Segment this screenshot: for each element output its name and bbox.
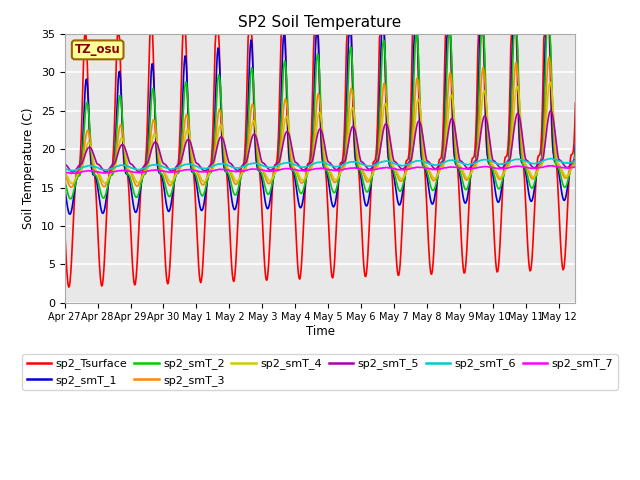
sp2_smT_4: [299, 178, 307, 183]
sp2_smT_5: [440, 157, 448, 163]
Line: sp2_smT_4: sp2_smT_4: [65, 82, 575, 184]
sp2_Tsurface: [134, 254, 141, 260]
sp2_smT_1: [133, 208, 141, 214]
sp2_Tsurface: [280, 31, 288, 37]
sp2_smT_7: [549, 163, 557, 168]
sp2_smT_1: [441, 118, 449, 124]
sp2_smT_3: [440, 153, 448, 159]
sp2_smT_4: [546, 79, 554, 85]
Title: SP2 Soil Temperature: SP2 Soil Temperature: [238, 15, 402, 30]
sp2_smT_7: [572, 164, 579, 169]
sp2_Tsurface: [61, 223, 68, 229]
sp2_smT_5: [547, 108, 554, 113]
sp2_smT_6: [299, 164, 307, 170]
sp2_smT_3: [68, 184, 76, 190]
sp2_smT_1: [280, 31, 288, 37]
sp2_smT_3: [63, 176, 70, 181]
sp2_smT_7: [61, 169, 68, 175]
sp2_smT_5: [133, 168, 141, 173]
sp2_smT_4: [572, 161, 579, 167]
sp2_smT_6: [63, 167, 70, 172]
sp2_Tsurface: [65, 284, 72, 290]
sp2_smT_2: [572, 148, 579, 154]
sp2_smT_1: [67, 211, 74, 217]
sp2_smT_6: [440, 159, 448, 165]
sp2_smT_1: [429, 201, 436, 207]
sp2_smT_1: [300, 196, 307, 202]
sp2_smT_2: [63, 186, 70, 192]
sp2_smT_7: [133, 169, 141, 175]
Line: sp2_smT_6: sp2_smT_6: [65, 158, 575, 170]
sp2_smT_3: [545, 54, 553, 60]
sp2_smT_7: [428, 167, 436, 172]
sp2_smT_7: [63, 169, 70, 175]
sp2_smT_4: [63, 172, 70, 178]
sp2_smT_6: [548, 156, 556, 161]
sp2_smT_1: [572, 143, 579, 148]
sp2_Tsurface: [300, 230, 307, 236]
sp2_smT_3: [428, 176, 436, 181]
sp2_smT_2: [133, 194, 141, 200]
sp2_smT_5: [299, 167, 307, 172]
sp2_smT_2: [280, 72, 287, 77]
sp2_smT_2: [299, 189, 307, 195]
Y-axis label: Soil Temperature (C): Soil Temperature (C): [22, 108, 35, 229]
Line: sp2_smT_5: sp2_smT_5: [65, 110, 575, 172]
sp2_smT_7: [299, 168, 307, 174]
sp2_Tsurface: [441, 56, 449, 61]
sp2_smT_6: [133, 167, 141, 172]
Line: sp2_smT_3: sp2_smT_3: [65, 57, 575, 187]
sp2_smT_1: [280, 36, 287, 42]
Legend: sp2_Tsurface, sp2_smT_1, sp2_smT_2, sp2_smT_3, sp2_smT_4, sp2_smT_5, sp2_smT_6, : sp2_Tsurface, sp2_smT_1, sp2_smT_2, sp2_…: [22, 354, 618, 390]
sp2_smT_6: [70, 168, 77, 173]
sp2_smT_5: [572, 157, 579, 163]
Line: sp2_Tsurface: sp2_Tsurface: [65, 34, 575, 287]
sp2_smT_5: [69, 169, 77, 175]
Line: sp2_smT_1: sp2_smT_1: [65, 34, 575, 214]
sp2_smT_4: [133, 179, 141, 185]
sp2_smT_5: [61, 162, 68, 168]
sp2_smT_3: [133, 183, 141, 189]
sp2_smT_7: [440, 165, 448, 171]
sp2_smT_3: [61, 171, 68, 177]
sp2_Tsurface: [63, 265, 70, 271]
sp2_smT_7: [68, 170, 76, 176]
sp2_smT_7: [280, 166, 287, 172]
sp2_smT_5: [428, 163, 436, 168]
sp2_smT_5: [63, 163, 70, 168]
X-axis label: Time: Time: [305, 325, 335, 338]
sp2_smT_2: [61, 177, 68, 183]
sp2_smT_6: [572, 158, 579, 164]
sp2_smT_4: [61, 169, 68, 175]
sp2_smT_2: [441, 131, 449, 137]
sp2_smT_1: [61, 184, 68, 190]
sp2_smT_4: [280, 131, 287, 136]
sp2_Tsurface: [572, 100, 579, 106]
sp2_smT_4: [428, 172, 436, 178]
Text: TZ_osu: TZ_osu: [75, 43, 120, 56]
sp2_smT_6: [61, 166, 68, 171]
Line: sp2_smT_2: sp2_smT_2: [65, 34, 575, 199]
sp2_smT_6: [280, 160, 287, 166]
sp2_smT_5: [280, 140, 287, 145]
sp2_smT_4: [68, 181, 76, 187]
sp2_smT_2: [413, 31, 420, 37]
sp2_smT_1: [63, 199, 70, 204]
sp2_Tsurface: [429, 267, 436, 273]
sp2_smT_2: [429, 187, 436, 193]
Line: sp2_smT_7: sp2_smT_7: [65, 166, 575, 173]
sp2_smT_3: [572, 154, 579, 160]
sp2_smT_3: [299, 180, 307, 186]
sp2_smT_4: [440, 160, 448, 166]
sp2_smT_3: [280, 110, 287, 116]
sp2_smT_6: [428, 162, 436, 168]
sp2_smT_2: [67, 196, 75, 202]
sp2_Tsurface: [81, 31, 89, 37]
